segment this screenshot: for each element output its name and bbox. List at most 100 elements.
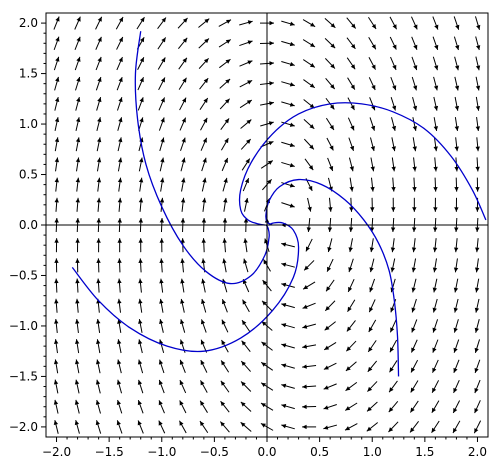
field-arrow-head: [327, 247, 332, 252]
field-arrow-head: [138, 238, 143, 243]
field-arrow: [116, 97, 123, 111]
field-arrow: [369, 238, 375, 253]
field-arrow: [200, 380, 208, 393]
field-arrow: [177, 17, 188, 29]
field-arrow: [454, 96, 460, 111]
field-arrow-head: [182, 77, 187, 83]
field-arrow: [432, 36, 439, 51]
field-arrow-head: [246, 139, 251, 144]
field-arrow: [324, 58, 336, 69]
field-arrow: [324, 38, 336, 49]
field-arrow: [411, 16, 418, 30]
field-arrow-head: [369, 247, 375, 253]
field-arrow: [201, 177, 207, 192]
field-arrow-head: [454, 85, 460, 91]
field-arrow: [244, 197, 249, 212]
field-arrow: [158, 420, 166, 434]
field-arrow-head: [138, 319, 143, 324]
field-arrow: [75, 76, 81, 91]
field-arrow-head: [413, 44, 418, 50]
field-arrow-head: [225, 59, 231, 64]
field-arrow-head: [433, 187, 438, 192]
field-arrow-head: [433, 146, 438, 152]
field-arrow-head: [95, 379, 101, 385]
field-arrow-head: [368, 327, 373, 333]
field-arrow: [218, 39, 232, 48]
field-arrow: [117, 197, 123, 212]
field-arrow-head: [220, 380, 226, 386]
field-arrow-head: [392, 24, 397, 30]
field-arrow-head: [74, 420, 80, 426]
field-arrow-head: [289, 82, 295, 87]
field-arrow: [200, 319, 207, 333]
field-arrow: [116, 420, 123, 434]
field-arrow: [369, 137, 375, 152]
field-arrow-head: [328, 207, 333, 212]
field-arrow: [96, 117, 102, 131]
field-arrow-head: [76, 36, 81, 42]
field-arrow-head: [454, 65, 460, 71]
field-arrow-head: [220, 421, 225, 427]
field-arrow: [369, 258, 375, 273]
field-arrow-head: [201, 197, 207, 203]
field-arrow-head: [159, 197, 165, 203]
field-arrow-head: [159, 319, 164, 325]
x-tick-label: −1.5: [95, 445, 124, 459]
field-arrow-head: [329, 145, 334, 151]
field-arrow: [368, 319, 377, 333]
field-arrow-head: [412, 146, 417, 152]
field-arrow: [180, 298, 185, 313]
field-arrow-head: [289, 203, 295, 208]
field-arrow: [178, 77, 187, 90]
field-arrow-head: [325, 306, 330, 311]
field-arrow: [281, 363, 295, 369]
field-arrow: [432, 278, 438, 293]
field-arrow: [474, 298, 480, 313]
field-arrow: [475, 117, 480, 132]
field-arrow: [431, 420, 440, 434]
field-arrow: [412, 137, 417, 152]
field-arrow-head: [412, 105, 418, 111]
field-arrow: [75, 177, 81, 192]
field-arrow-head: [54, 298, 59, 304]
field-arrow: [368, 16, 377, 30]
field-arrow: [137, 97, 144, 111]
field-arrow-head: [345, 426, 351, 431]
field-arrow-head: [224, 98, 230, 104]
field-arrow-head: [475, 227, 480, 232]
field-arrow-head: [289, 163, 295, 168]
field-arrow-head: [96, 157, 102, 163]
field-arrow: [159, 298, 164, 313]
field-arrow-head: [329, 165, 334, 171]
field-arrow: [116, 399, 123, 414]
field-arrow: [117, 117, 123, 131]
field-arrow-head: [160, 137, 165, 143]
field-arrow-head: [117, 177, 123, 183]
field-arrow: [345, 361, 357, 372]
field-arrow: [325, 279, 335, 292]
field-arrow-head: [392, 44, 397, 50]
x-tick-label: 0.0: [257, 445, 276, 459]
field-arrow-head: [53, 379, 59, 385]
field-arrow-head: [75, 298, 80, 304]
field-arrow: [454, 76, 460, 91]
field-arrow: [474, 319, 480, 333]
field-arrow: [302, 344, 317, 349]
field-arrow: [411, 76, 418, 91]
field-arrow-head: [390, 267, 395, 273]
field-arrow: [412, 96, 418, 111]
field-arrow-head: [158, 379, 163, 385]
field-arrow-head: [411, 227, 417, 232]
field-arrow: [346, 57, 356, 70]
field-arrow: [412, 117, 418, 131]
field-arrow-head: [180, 218, 186, 223]
field-arrow-head: [244, 197, 249, 203]
field-arrow: [347, 279, 355, 293]
field-arrow-head: [371, 64, 376, 70]
field-arrow-head: [433, 105, 439, 111]
field-arrow: [75, 238, 80, 253]
field-arrow-head: [349, 207, 354, 212]
field-arrow-head: [261, 341, 267, 347]
field-arrow: [281, 161, 295, 168]
